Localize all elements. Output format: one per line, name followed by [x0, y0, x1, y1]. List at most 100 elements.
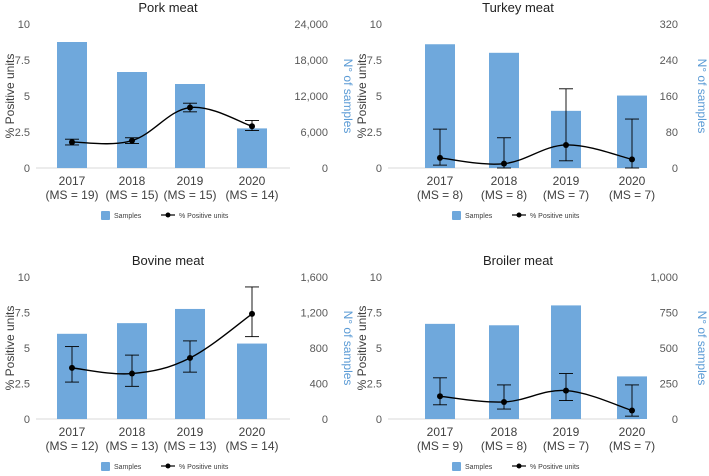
y-tick-label: 5	[24, 343, 30, 355]
x-tick-sublabel: (MS = 14)	[225, 188, 278, 202]
y-tick-label: 10	[18, 272, 30, 284]
x-tick-label: 2018	[491, 425, 518, 439]
x-tick-label: 2020	[619, 174, 646, 188]
y2-axis-label: N° of samples	[341, 59, 355, 134]
chart-title: Pork meat	[138, 0, 198, 15]
point-positive-units	[249, 310, 255, 317]
chart-panel-1: Pork meat 0 2.5 5 7.5 10 0 6,000 12,000 18,000 24,…	[3, 0, 355, 220]
legend-positive-label: % Positive units	[530, 213, 580, 220]
legend-positive-label: % Positive units	[530, 464, 580, 471]
y-tick-label: 7.5	[15, 55, 30, 67]
line-positive-units	[71, 106, 253, 145]
point-positive-units	[187, 354, 193, 361]
point-positive-units	[69, 364, 75, 371]
x-tick-sublabel: (MS = 14)	[225, 439, 278, 453]
y2-tick-label: 0	[672, 414, 678, 426]
y2-tick-label: 160	[660, 91, 678, 103]
legend-positive-marker	[165, 212, 171, 218]
x-tick-sublabel: (MS = 7)	[543, 439, 589, 453]
x-tick-label: 2017	[59, 174, 86, 188]
x-tick-label: 2019	[177, 174, 204, 188]
chart-title: Bovine meat	[132, 253, 205, 268]
x-tick-sublabel: (MS = 7)	[543, 188, 589, 202]
bar-samples	[237, 343, 267, 419]
x-tick-label: 2020	[239, 425, 266, 439]
legend-samples-swatch	[452, 211, 461, 220]
y-tick-label: 2.5	[367, 127, 382, 139]
point-positive-units	[629, 407, 635, 414]
y2-tick-label: 0	[672, 163, 678, 175]
y-tick-label: 10	[18, 19, 30, 31]
point-positive-units	[629, 156, 635, 163]
x-tick-sublabel: (MS = 7)	[609, 439, 655, 453]
point-positive-units	[437, 154, 443, 161]
legend-samples-label: Samples	[465, 213, 493, 220]
y2-tick-label: 0	[322, 414, 328, 426]
bar-samples	[175, 84, 205, 168]
y-tick-label: 2.5	[367, 379, 382, 391]
x-tick-sublabel: (MS = 19)	[45, 188, 98, 202]
legend-samples-swatch	[452, 462, 461, 471]
y2-axis-label: N° of samples	[695, 59, 709, 134]
point-positive-units	[437, 393, 443, 400]
y-tick-label: 0	[24, 414, 30, 426]
point-positive-units	[129, 370, 135, 377]
line-positive-units	[439, 144, 633, 165]
point-positive-units	[501, 398, 507, 405]
x-tick-label: 2019	[553, 174, 580, 188]
y-tick-label: 0	[24, 163, 30, 175]
legend-samples-swatch	[101, 462, 110, 471]
x-tick-label: 2020	[619, 425, 646, 439]
y2-axis-label: N° of samples	[341, 311, 355, 386]
point-positive-units	[501, 160, 507, 167]
x-tick-sublabel: (MS = 8)	[481, 188, 527, 202]
x-tick-sublabel: (MS = 7)	[609, 188, 655, 202]
line-positive-units	[71, 313, 253, 375]
y2-tick-label: 500	[660, 343, 678, 355]
x-tick-sublabel: (MS = 13)	[163, 439, 216, 453]
chart-title: Turkey meat	[482, 0, 554, 15]
y2-tick-label: 1,200	[300, 308, 328, 320]
y2-tick-label: 24,000	[294, 19, 328, 31]
y-tick-label: 7.5	[367, 55, 382, 67]
chart-panel-3: Bovine meat 0 2.5 5 7.5 10 0 400 800 1,200 1,600 % …	[3, 253, 355, 471]
x-tick-sublabel: (MS = 9)	[417, 439, 463, 453]
x-tick-label: 2017	[427, 425, 454, 439]
y-axis-label: % Positive units	[3, 306, 17, 391]
y-tick-label: 7.5	[367, 308, 382, 320]
legend-samples-swatch	[101, 211, 110, 220]
y2-tick-label: 800	[310, 343, 328, 355]
y2-tick-label: 400	[310, 379, 328, 391]
x-tick-sublabel: (MS = 15)	[163, 188, 216, 202]
x-tick-label: 2017	[427, 174, 454, 188]
y-tick-label: 10	[370, 272, 382, 284]
y2-axis-label: N° of samples	[695, 311, 709, 386]
x-tick-label: 2017	[59, 425, 86, 439]
chart-panel-2: Turkey meat 0 2.5 5 7.5 10 0 80 160 240 320 % Posit…	[355, 0, 709, 220]
point-positive-units	[69, 139, 75, 146]
y-axis-label: % Positive units	[355, 306, 369, 391]
y-tick-label: 2.5	[15, 127, 30, 139]
chart-panel-4: Broiler meat 0 2.5 5 7.5 10 0 250 500 750 1,000 % P…	[355, 253, 709, 471]
point-positive-units	[563, 141, 569, 148]
y2-tick-label: 80	[666, 127, 678, 139]
x-tick-sublabel: (MS = 15)	[105, 188, 158, 202]
y-tick-label: 0	[376, 163, 382, 175]
y2-tick-label: 12,000	[294, 91, 328, 103]
point-positive-units	[563, 387, 569, 394]
x-tick-sublabel: (MS = 8)	[481, 439, 527, 453]
y-tick-label: 7.5	[15, 308, 30, 320]
x-tick-sublabel: (MS = 12)	[45, 439, 98, 453]
legend-positive-label: % Positive units	[179, 213, 229, 220]
x-tick-label: 2018	[119, 425, 146, 439]
y-tick-label: 10	[370, 19, 382, 31]
y2-tick-label: 250	[660, 379, 678, 391]
y-tick-label: 2.5	[15, 379, 30, 391]
x-tick-label: 2018	[491, 174, 518, 188]
y2-tick-label: 6,000	[300, 127, 328, 139]
y-tick-label: 5	[24, 91, 30, 103]
x-tick-sublabel: (MS = 13)	[105, 439, 158, 453]
x-tick-label: 2018	[119, 174, 146, 188]
